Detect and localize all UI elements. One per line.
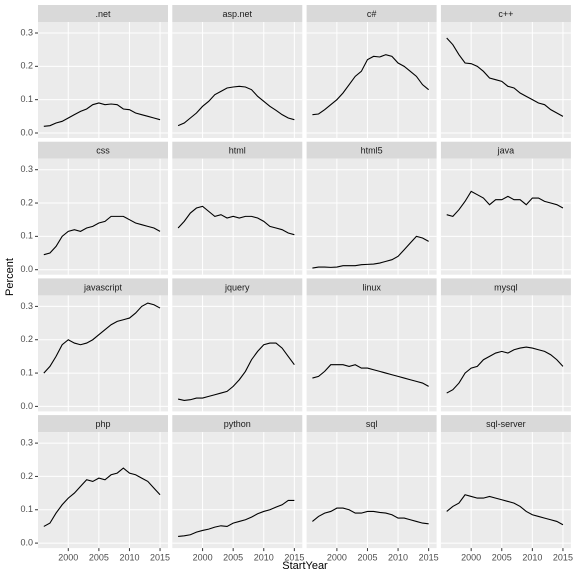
panel-title: java bbox=[497, 146, 515, 156]
panel-background bbox=[38, 22, 168, 138]
x-tick-label: 2005 bbox=[492, 552, 512, 562]
x-tick-label: 2005 bbox=[223, 552, 243, 562]
x-tick-label: 2015 bbox=[419, 552, 439, 562]
line bbox=[312, 235, 429, 269]
y-tick-label: 0.2 bbox=[20, 471, 33, 481]
x-tick-label: 2005 bbox=[89, 552, 109, 562]
strip bbox=[38, 5, 168, 22]
y-tick-label: 0.2 bbox=[20, 197, 33, 207]
y-tick-label: 0.3 bbox=[20, 437, 33, 447]
panel-background bbox=[306, 22, 437, 138]
panel-title: javascript bbox=[83, 282, 123, 292]
panel-title: c# bbox=[367, 9, 377, 19]
y-tick-label: 0.2 bbox=[20, 61, 33, 71]
y-tick-label: 0.1 bbox=[20, 504, 33, 514]
panel-title: sql-server bbox=[486, 419, 526, 429]
strip bbox=[38, 415, 168, 433]
x-axis-title: StartYear bbox=[282, 560, 328, 572]
x-tick-label: 2010 bbox=[254, 552, 274, 562]
panel-background bbox=[38, 158, 168, 275]
y-tick-label: 0.3 bbox=[20, 164, 33, 174]
strip bbox=[172, 141, 303, 159]
panel-background bbox=[306, 295, 437, 412]
strip bbox=[38, 141, 168, 159]
panel-background bbox=[172, 432, 303, 549]
panel-background bbox=[306, 158, 437, 275]
y-tick-label: 0.0 bbox=[20, 127, 33, 137]
line bbox=[43, 467, 161, 527]
line bbox=[446, 190, 564, 217]
line bbox=[312, 507, 429, 525]
panel-title: html5 bbox=[361, 146, 383, 156]
panel-title: html bbox=[229, 146, 246, 156]
x-tick-label: 2000 bbox=[461, 552, 481, 562]
strip bbox=[172, 278, 303, 296]
x-tick-label: 2000 bbox=[193, 552, 213, 562]
x-tick-label: 2005 bbox=[357, 552, 377, 562]
x-tick-label: 2010 bbox=[388, 552, 408, 562]
y-tick-label: 0.1 bbox=[20, 367, 33, 377]
line bbox=[178, 499, 295, 537]
y-tick-label: 0.3 bbox=[20, 27, 33, 37]
strip bbox=[306, 278, 437, 296]
strip bbox=[440, 141, 571, 159]
line bbox=[446, 346, 564, 394]
line bbox=[177, 342, 295, 401]
panel-title: linux bbox=[362, 282, 381, 292]
panel-background bbox=[172, 295, 303, 412]
panel-title: sql bbox=[366, 419, 378, 429]
panel-title: .net bbox=[95, 9, 111, 19]
panel-background bbox=[38, 295, 168, 412]
panel-background bbox=[440, 158, 571, 275]
x-tick-label: 2015 bbox=[553, 552, 573, 562]
y-tick-label: 0.1 bbox=[20, 231, 33, 241]
strip bbox=[440, 278, 571, 296]
strip bbox=[172, 5, 303, 22]
panel-title: jquery bbox=[224, 282, 250, 292]
y-axis-title: Percent bbox=[4, 258, 16, 296]
panel-background bbox=[440, 22, 571, 138]
panel-background bbox=[440, 295, 571, 412]
strip bbox=[440, 5, 571, 22]
y-tick-label: 0.3 bbox=[20, 301, 33, 311]
panel-background bbox=[306, 432, 437, 549]
line bbox=[446, 37, 564, 117]
line bbox=[43, 215, 161, 256]
y-tick-label: 0.0 bbox=[20, 537, 33, 547]
line bbox=[312, 364, 429, 387]
panel-background bbox=[172, 158, 303, 275]
strip bbox=[306, 5, 437, 22]
x-tick-label: 2010 bbox=[119, 552, 139, 562]
line bbox=[177, 85, 295, 127]
y-tick-label: 0.1 bbox=[20, 94, 33, 104]
y-tick-label: 0.0 bbox=[20, 264, 33, 274]
panel-title: php bbox=[95, 419, 110, 429]
x-tick-label: 2010 bbox=[522, 552, 542, 562]
line bbox=[446, 494, 564, 526]
x-tick-label: 2015 bbox=[150, 552, 170, 562]
x-tick-label: 2015 bbox=[284, 552, 304, 562]
line bbox=[312, 54, 429, 116]
strip bbox=[172, 415, 303, 433]
y-tick-label: 0.0 bbox=[20, 401, 33, 411]
line bbox=[43, 102, 161, 127]
panel-title: asp.net bbox=[223, 9, 253, 19]
y-tick-label: 0.2 bbox=[20, 334, 33, 344]
strip bbox=[306, 415, 437, 433]
line bbox=[177, 205, 295, 236]
strip bbox=[38, 278, 168, 296]
strip bbox=[440, 415, 571, 433]
panel-background bbox=[38, 432, 168, 549]
panel-background bbox=[172, 22, 303, 138]
panel-title: c++ bbox=[498, 9, 513, 19]
panel-title: python bbox=[224, 419, 251, 429]
panel-background bbox=[440, 432, 571, 549]
strip bbox=[306, 141, 437, 159]
x-tick-label: 2000 bbox=[58, 552, 78, 562]
x-tick-label: 2000 bbox=[327, 552, 347, 562]
panel-title: mysql bbox=[494, 282, 518, 292]
line bbox=[43, 302, 161, 374]
panel-title: css bbox=[96, 146, 110, 156]
